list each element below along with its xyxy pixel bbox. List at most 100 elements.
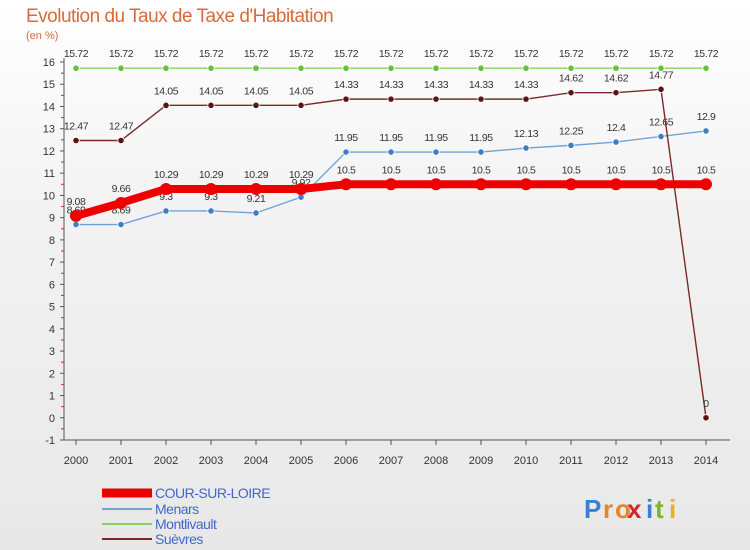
data-point (340, 178, 352, 191)
x-tick-label: 2011 (559, 455, 583, 467)
data-point (387, 148, 395, 156)
data-point (522, 95, 530, 103)
x-tick-label: 2012 (604, 455, 628, 467)
data-label: 12.65 (649, 116, 674, 128)
unit-label: (en %) (26, 30, 59, 42)
legend-item: Menars (155, 501, 199, 517)
data-point (567, 64, 575, 72)
y-tick-label: 7 (49, 257, 55, 269)
data-label: 15.72 (604, 48, 629, 60)
data-label: 10.5 (652, 164, 671, 176)
data-label: 11.95 (379, 132, 403, 144)
data-label: 14.77 (649, 69, 674, 81)
series-menars: 8.698.699.39.39.219.9211.9511.9511.9511.… (67, 111, 716, 229)
x-tick-label: 2005 (289, 455, 313, 467)
data-point (162, 101, 170, 109)
data-label: 9.08 (67, 196, 86, 208)
data-point (567, 89, 575, 97)
data-point (702, 414, 710, 422)
data-label: 10.29 (244, 169, 269, 181)
data-label: 14.05 (244, 85, 269, 97)
x-tick-label: 2001 (109, 455, 133, 467)
data-label: 15.72 (514, 48, 539, 60)
chart-title: Evolution du Taux de Taxe d'Habitation (26, 6, 334, 27)
data-point (297, 64, 305, 72)
data-point (520, 178, 532, 191)
x-tick-label: 2003 (199, 455, 223, 467)
data-point (612, 89, 620, 97)
data-label: 10.29 (199, 169, 224, 181)
data-label: 10.5 (337, 164, 356, 176)
data-point (657, 64, 665, 72)
series-cour-sur-loire: 9.08 9.66 10.29 10.29 10.29 10.29 10.5 10.5 10.5… (67, 164, 716, 222)
x-tick-label: 2007 (379, 455, 403, 467)
data-label: 11.95 (334, 132, 358, 144)
y-tick-label: 13 (43, 124, 55, 136)
data-point (252, 209, 260, 217)
data-point (610, 178, 622, 191)
data-label: 15.72 (694, 48, 719, 60)
data-point (432, 148, 440, 156)
data-label: 15.72 (379, 48, 404, 60)
x-tick-label: 2006 (334, 455, 358, 467)
data-point (657, 132, 665, 141)
x-tick-label: 2014 (694, 455, 718, 467)
data-point (565, 178, 577, 191)
logo-letter: P (584, 494, 601, 524)
x-tick-label: 2013 (649, 455, 673, 467)
y-tick-label: -1 (45, 435, 55, 447)
data-point (70, 209, 82, 222)
data-point (295, 182, 307, 195)
data-point (657, 85, 665, 93)
data-point (207, 207, 215, 215)
logo-letter: o (615, 494, 631, 524)
data-label: 15.72 (649, 48, 674, 60)
data-label: 10.5 (607, 164, 626, 176)
data-label: 14.05 (289, 85, 314, 97)
data-label: 15.72 (109, 48, 134, 60)
data-label: 14.33 (514, 79, 539, 91)
data-point (160, 182, 172, 195)
y-tick-label: 10 (43, 190, 55, 202)
data-point (522, 144, 530, 152)
data-label: 15.72 (424, 48, 449, 60)
x-tick-label: 2009 (469, 455, 493, 467)
y-tick-label: 5 (49, 302, 55, 314)
y-tick-label: 4 (49, 324, 55, 336)
data-point (522, 64, 530, 72)
data-point (207, 64, 215, 72)
y-tick-label: 3 (49, 346, 55, 358)
data-label: 12.13 (514, 128, 539, 140)
data-point (252, 101, 260, 109)
x-tick-label: 2008 (424, 455, 448, 467)
y-tick-label: 12 (43, 146, 55, 158)
x-tick-label: 2010 (514, 455, 538, 467)
data-point (162, 207, 170, 215)
logo-letter: i (646, 494, 653, 524)
x-tick-label: 2002 (154, 455, 178, 467)
data-label: 10.5 (697, 164, 716, 176)
x-tick-label: 2004 (244, 455, 268, 467)
data-point (430, 178, 442, 191)
y-tick-label: 2 (49, 368, 55, 380)
data-point (252, 64, 260, 72)
y-tick-label: 11 (44, 168, 55, 180)
data-point (342, 95, 350, 103)
data-point (477, 64, 485, 72)
data-point (432, 95, 440, 103)
data-point (432, 64, 440, 72)
data-label: 14.33 (424, 79, 449, 91)
data-point (72, 136, 80, 145)
data-point (207, 101, 215, 109)
data-label: 10.5 (517, 164, 536, 176)
data-point (612, 64, 620, 72)
data-label: 14.33 (379, 79, 404, 91)
data-label: 14.62 (604, 73, 629, 85)
data-label: 12.47 (64, 120, 89, 132)
data-point (250, 182, 262, 195)
data-point (702, 127, 710, 135)
data-label: 15.72 (559, 48, 584, 60)
y-tick-label: 1 (49, 391, 55, 403)
